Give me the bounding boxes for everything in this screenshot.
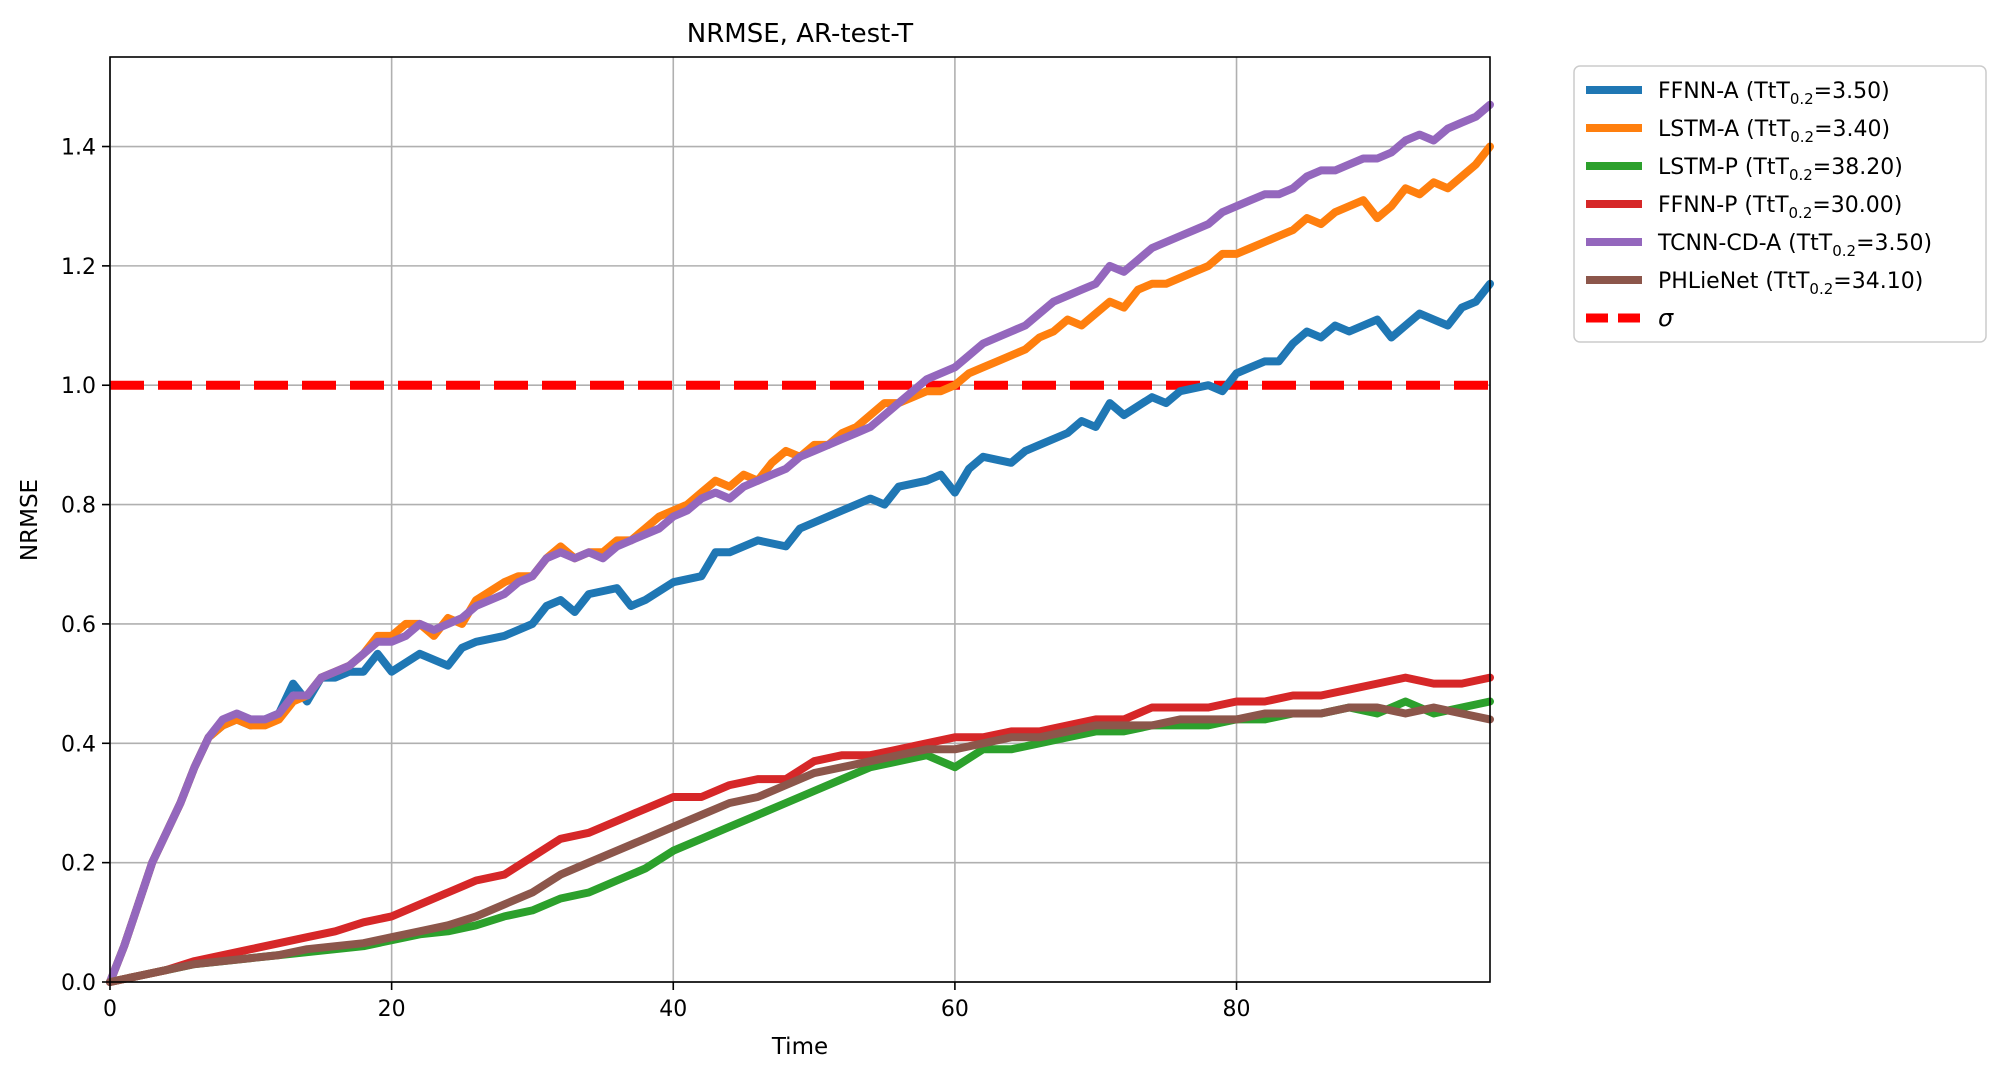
x-axis-label: Time — [771, 1034, 828, 1060]
x-tick-label: 60 — [941, 997, 969, 1022]
legend-label-ffnn-p: FFNN-P (TtT0.2=30.00) — [1658, 193, 1902, 222]
x-axis: 0 20 40 60 80 — [103, 982, 1251, 1022]
x-tick-label: 80 — [1223, 997, 1251, 1022]
legend-box — [1573, 65, 1987, 343]
series-lines — [106, 100, 1494, 986]
y-tick-label: 1.4 — [61, 136, 96, 161]
legend-label-tcnn-cd-a: TCNN-CD-A (TtT0.2=3.50) — [1657, 231, 1932, 260]
plot-frame — [109, 56, 1491, 983]
y-tick-label: 0.6 — [61, 613, 96, 638]
x-tick-label: 20 — [378, 997, 406, 1022]
x-tick-label: 40 — [659, 997, 687, 1022]
chart-title: NRMSE, AR-test-T — [687, 19, 914, 49]
y-tick-label: 0.8 — [61, 494, 96, 519]
series-line-tcnn-cd-a — [106, 100, 1494, 986]
y-tick-label: 0.2 — [61, 852, 96, 877]
y-axis: 0.0 0.2 0.4 0.6 0.8 1.0 1.2 1.4 — [61, 136, 110, 996]
legend-label-sigma: σ — [1658, 304, 1674, 332]
legend-label-lstm-a: LSTM-A (TtT0.2=3.40) — [1658, 117, 1890, 146]
legend-label-phlienet: PHLieNet (TtT0.2=34.10) — [1658, 269, 1923, 298]
y-tick-label: 0.4 — [61, 732, 96, 757]
legend-label-lstm-p: LSTM-P (TtT0.2=38.20) — [1658, 155, 1903, 184]
x-tick-label: 0 — [103, 997, 117, 1022]
y-tick-label: 0.0 — [61, 971, 96, 996]
series-line-ffnn-p — [106, 673, 1494, 986]
y-tick-label: 1.0 — [61, 374, 96, 399]
series-line-phlienet — [106, 703, 1494, 986]
legend-label-ffnn-a: FFNN-A (TtT0.2=3.50) — [1658, 79, 1890, 108]
y-tick-label: 1.2 — [61, 255, 96, 280]
y-axis-label: NRMSE — [17, 479, 43, 561]
legend: FFNN-A (TtT0.2=3.50) LSTM-A (TtT0.2=3.40)… — [1573, 65, 1987, 343]
